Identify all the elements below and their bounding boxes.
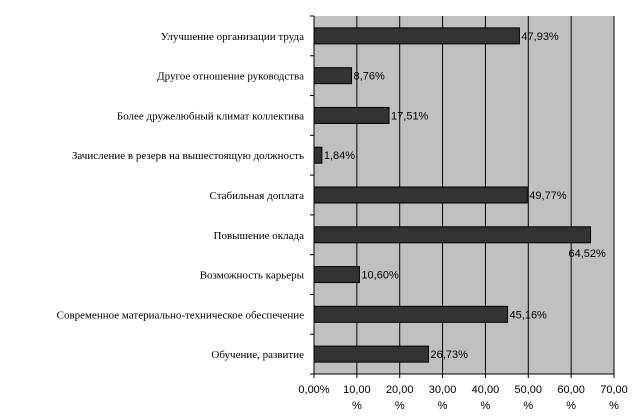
value-label: 45,16% xyxy=(510,309,548,321)
axes xyxy=(310,15,615,378)
category-label: Улучшение организации труда xyxy=(161,31,304,43)
category-label: Более дружелюбный климат коллектива xyxy=(117,110,304,122)
bar xyxy=(313,67,353,85)
value-label: 26,73% xyxy=(431,349,469,361)
category-label: Повышение оклада xyxy=(214,230,305,242)
bar xyxy=(313,27,520,45)
x-tick-label: 20,00% xyxy=(386,384,414,412)
bar xyxy=(313,305,509,323)
category-label: Обучение, развитие xyxy=(211,349,304,361)
category-label: Стабильная доплата xyxy=(210,190,305,202)
x-tick-label: 50,00% xyxy=(515,384,543,412)
x-tick-label: 70,00% xyxy=(600,384,628,412)
value-label: 64,52% xyxy=(569,248,607,260)
bar xyxy=(313,345,430,363)
bars xyxy=(313,27,592,363)
category-label: Зачисление в резерв на вышестоящую должн… xyxy=(72,150,304,162)
category-label: Современное материально-техническое обес… xyxy=(57,309,305,321)
category-label: Другое отношение руководства xyxy=(157,71,304,83)
x-tick-label: 0,00% xyxy=(298,384,329,396)
category-label: Возможность карьеры xyxy=(200,270,305,282)
value-label: 8,76% xyxy=(354,71,385,83)
value-label: 47,93% xyxy=(521,31,559,43)
bar xyxy=(313,266,360,284)
x-tick-labels: 0,00% 10,00 % 20,00 % 30,00 % 40,00 % 50,00 % 60,00… xyxy=(298,384,627,412)
bar xyxy=(313,186,528,204)
value-label: 10,60% xyxy=(361,270,399,282)
bar xyxy=(313,226,592,244)
bar xyxy=(313,146,323,164)
value-label: 17,51% xyxy=(391,110,429,122)
value-label: 1,84% xyxy=(324,150,355,162)
bar xyxy=(313,106,390,124)
value-label: 49,77% xyxy=(529,190,567,202)
value-labels: 47,93% 8,76% 17,51% 1,84% 49,77% 64,52% 10,60%… xyxy=(324,31,606,361)
x-tick-label: 10,00% xyxy=(343,384,371,412)
category-labels: Улучшение организации труда Другое отноше… xyxy=(57,31,305,361)
x-tick-label: 30,00% xyxy=(429,384,457,412)
x-tick-label: 40,00% xyxy=(472,384,500,412)
x-tick-label: 60,00% xyxy=(557,384,585,412)
